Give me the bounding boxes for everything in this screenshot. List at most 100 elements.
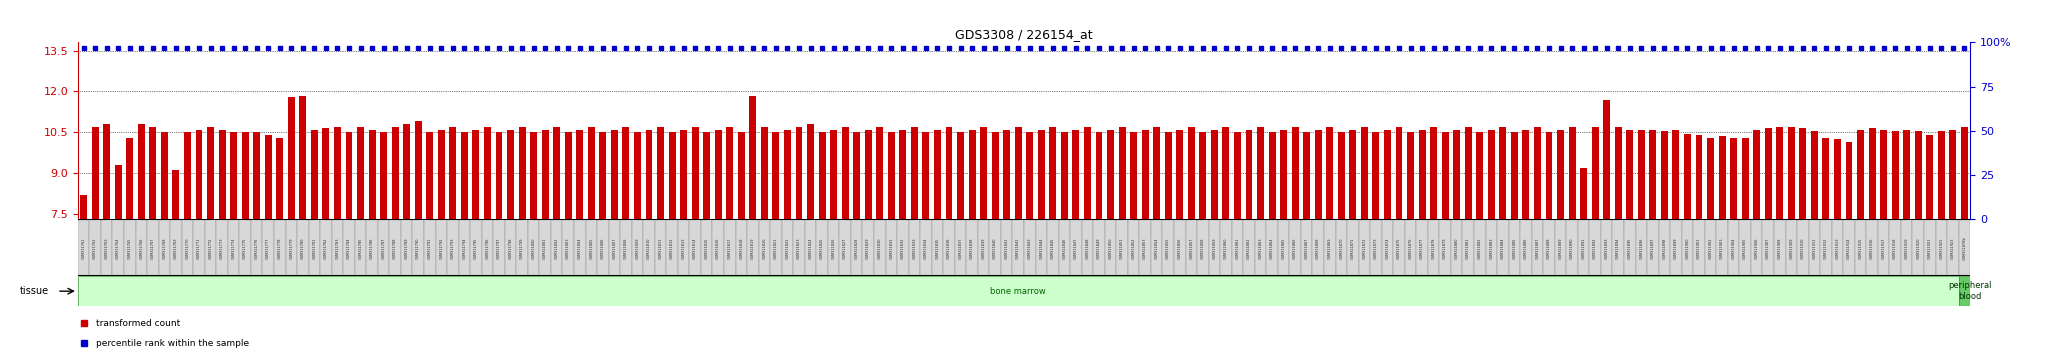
Bar [516,219,528,276]
Text: GSM311872: GSM311872 [1362,237,1366,258]
Bar [1878,219,1890,276]
Bar [1427,219,1440,276]
Bar [193,219,205,276]
Text: GSM311779: GSM311779 [289,237,293,258]
Bar [1176,130,1184,219]
Bar [1266,219,1278,276]
Text: GSM311902: GSM311902 [1708,237,1712,258]
Text: GSM311783: GSM311783 [336,237,340,258]
Bar [920,219,932,276]
Text: GSM311780: GSM311780 [301,237,305,258]
Text: GSM311907: GSM311907 [1765,237,1769,258]
Text: GSM311893: GSM311893 [1606,237,1610,258]
Bar [1636,219,1647,276]
Bar [573,219,586,276]
Bar [1855,219,1866,276]
Bar [715,130,721,219]
Bar [690,219,700,276]
Text: GSM311815: GSM311815 [705,237,709,258]
Bar [217,219,227,276]
Bar [1300,219,1313,276]
Text: GSM311887: GSM311887 [1536,237,1540,258]
Text: GSM311766: GSM311766 [139,237,143,258]
Text: GSM311916: GSM311916 [1870,237,1874,258]
Text: GSM311787: GSM311787 [381,237,385,258]
Bar [1165,132,1171,219]
Bar [1393,219,1405,276]
Bar [90,219,100,276]
Text: GSM311923: GSM311923 [1952,237,1956,258]
Bar [541,130,549,219]
Bar [1384,130,1391,219]
Bar [1671,219,1681,276]
Bar [449,127,457,219]
Text: GSM311805: GSM311805 [590,237,594,258]
Bar [299,96,307,219]
Bar [494,219,504,276]
Bar [1004,130,1010,219]
Text: GSM311901: GSM311901 [1698,237,1702,258]
Bar [1395,127,1403,219]
Bar [1556,130,1565,219]
Text: GSM311860: GSM311860 [1225,237,1229,258]
Bar [205,219,217,276]
Bar [1509,219,1520,276]
Bar [991,132,999,219]
Text: GSM311832: GSM311832 [901,237,905,258]
Bar [784,130,791,219]
Bar [389,219,401,276]
Bar [1858,130,1864,219]
Bar [1014,127,1022,219]
Bar [135,219,147,276]
Text: GSM311856: GSM311856 [1178,237,1182,258]
Text: GSM311794: GSM311794 [463,237,467,258]
Bar [885,219,897,276]
Text: GSM311908: GSM311908 [1778,237,1782,258]
Bar [1866,219,1878,276]
Text: GSM311865: GSM311865 [1282,237,1286,258]
Bar [1604,100,1610,219]
Text: GSM311803: GSM311803 [565,237,569,258]
Bar [1358,219,1370,276]
Bar [508,130,514,219]
Bar [1567,219,1577,276]
Text: GSM311843: GSM311843 [1028,237,1032,258]
Bar [946,127,952,219]
Bar [1026,132,1034,219]
Text: GSM311790: GSM311790 [416,237,420,258]
Text: GSM311862: GSM311862 [1247,237,1251,258]
Bar [1499,127,1507,219]
Bar [1544,219,1554,276]
Bar [1612,219,1624,276]
Text: GSM311797: GSM311797 [498,237,502,258]
Bar [1454,130,1460,219]
Text: GSM311892: GSM311892 [1593,237,1597,258]
Bar [1477,132,1483,219]
Text: GSM311770: GSM311770 [186,237,190,258]
Bar [969,130,975,219]
Text: GSM311881: GSM311881 [1466,237,1470,258]
Text: GSM311918: GSM311918 [1892,237,1896,258]
Bar [426,132,434,219]
Text: GSM311890: GSM311890 [1571,237,1575,258]
Bar [1831,219,1843,276]
Bar [1223,127,1229,219]
Bar [1139,219,1151,276]
Text: GSM311773: GSM311773 [219,237,223,258]
Text: GSM311919: GSM311919 [1905,237,1909,258]
Bar [1808,219,1821,276]
Bar [1927,135,1933,219]
Bar [1890,219,1901,276]
Text: GSM311807: GSM311807 [612,237,616,258]
Bar [1071,219,1081,276]
Bar [1659,219,1671,276]
Text: GSM311904: GSM311904 [1733,237,1735,258]
Bar [1577,219,1589,276]
Text: GSM311791: GSM311791 [428,237,432,258]
Bar [854,132,860,219]
Bar [1061,132,1067,219]
Text: GSM311921: GSM311921 [1927,237,1931,258]
Bar [819,132,825,219]
Bar [219,130,225,219]
Bar [150,127,156,219]
